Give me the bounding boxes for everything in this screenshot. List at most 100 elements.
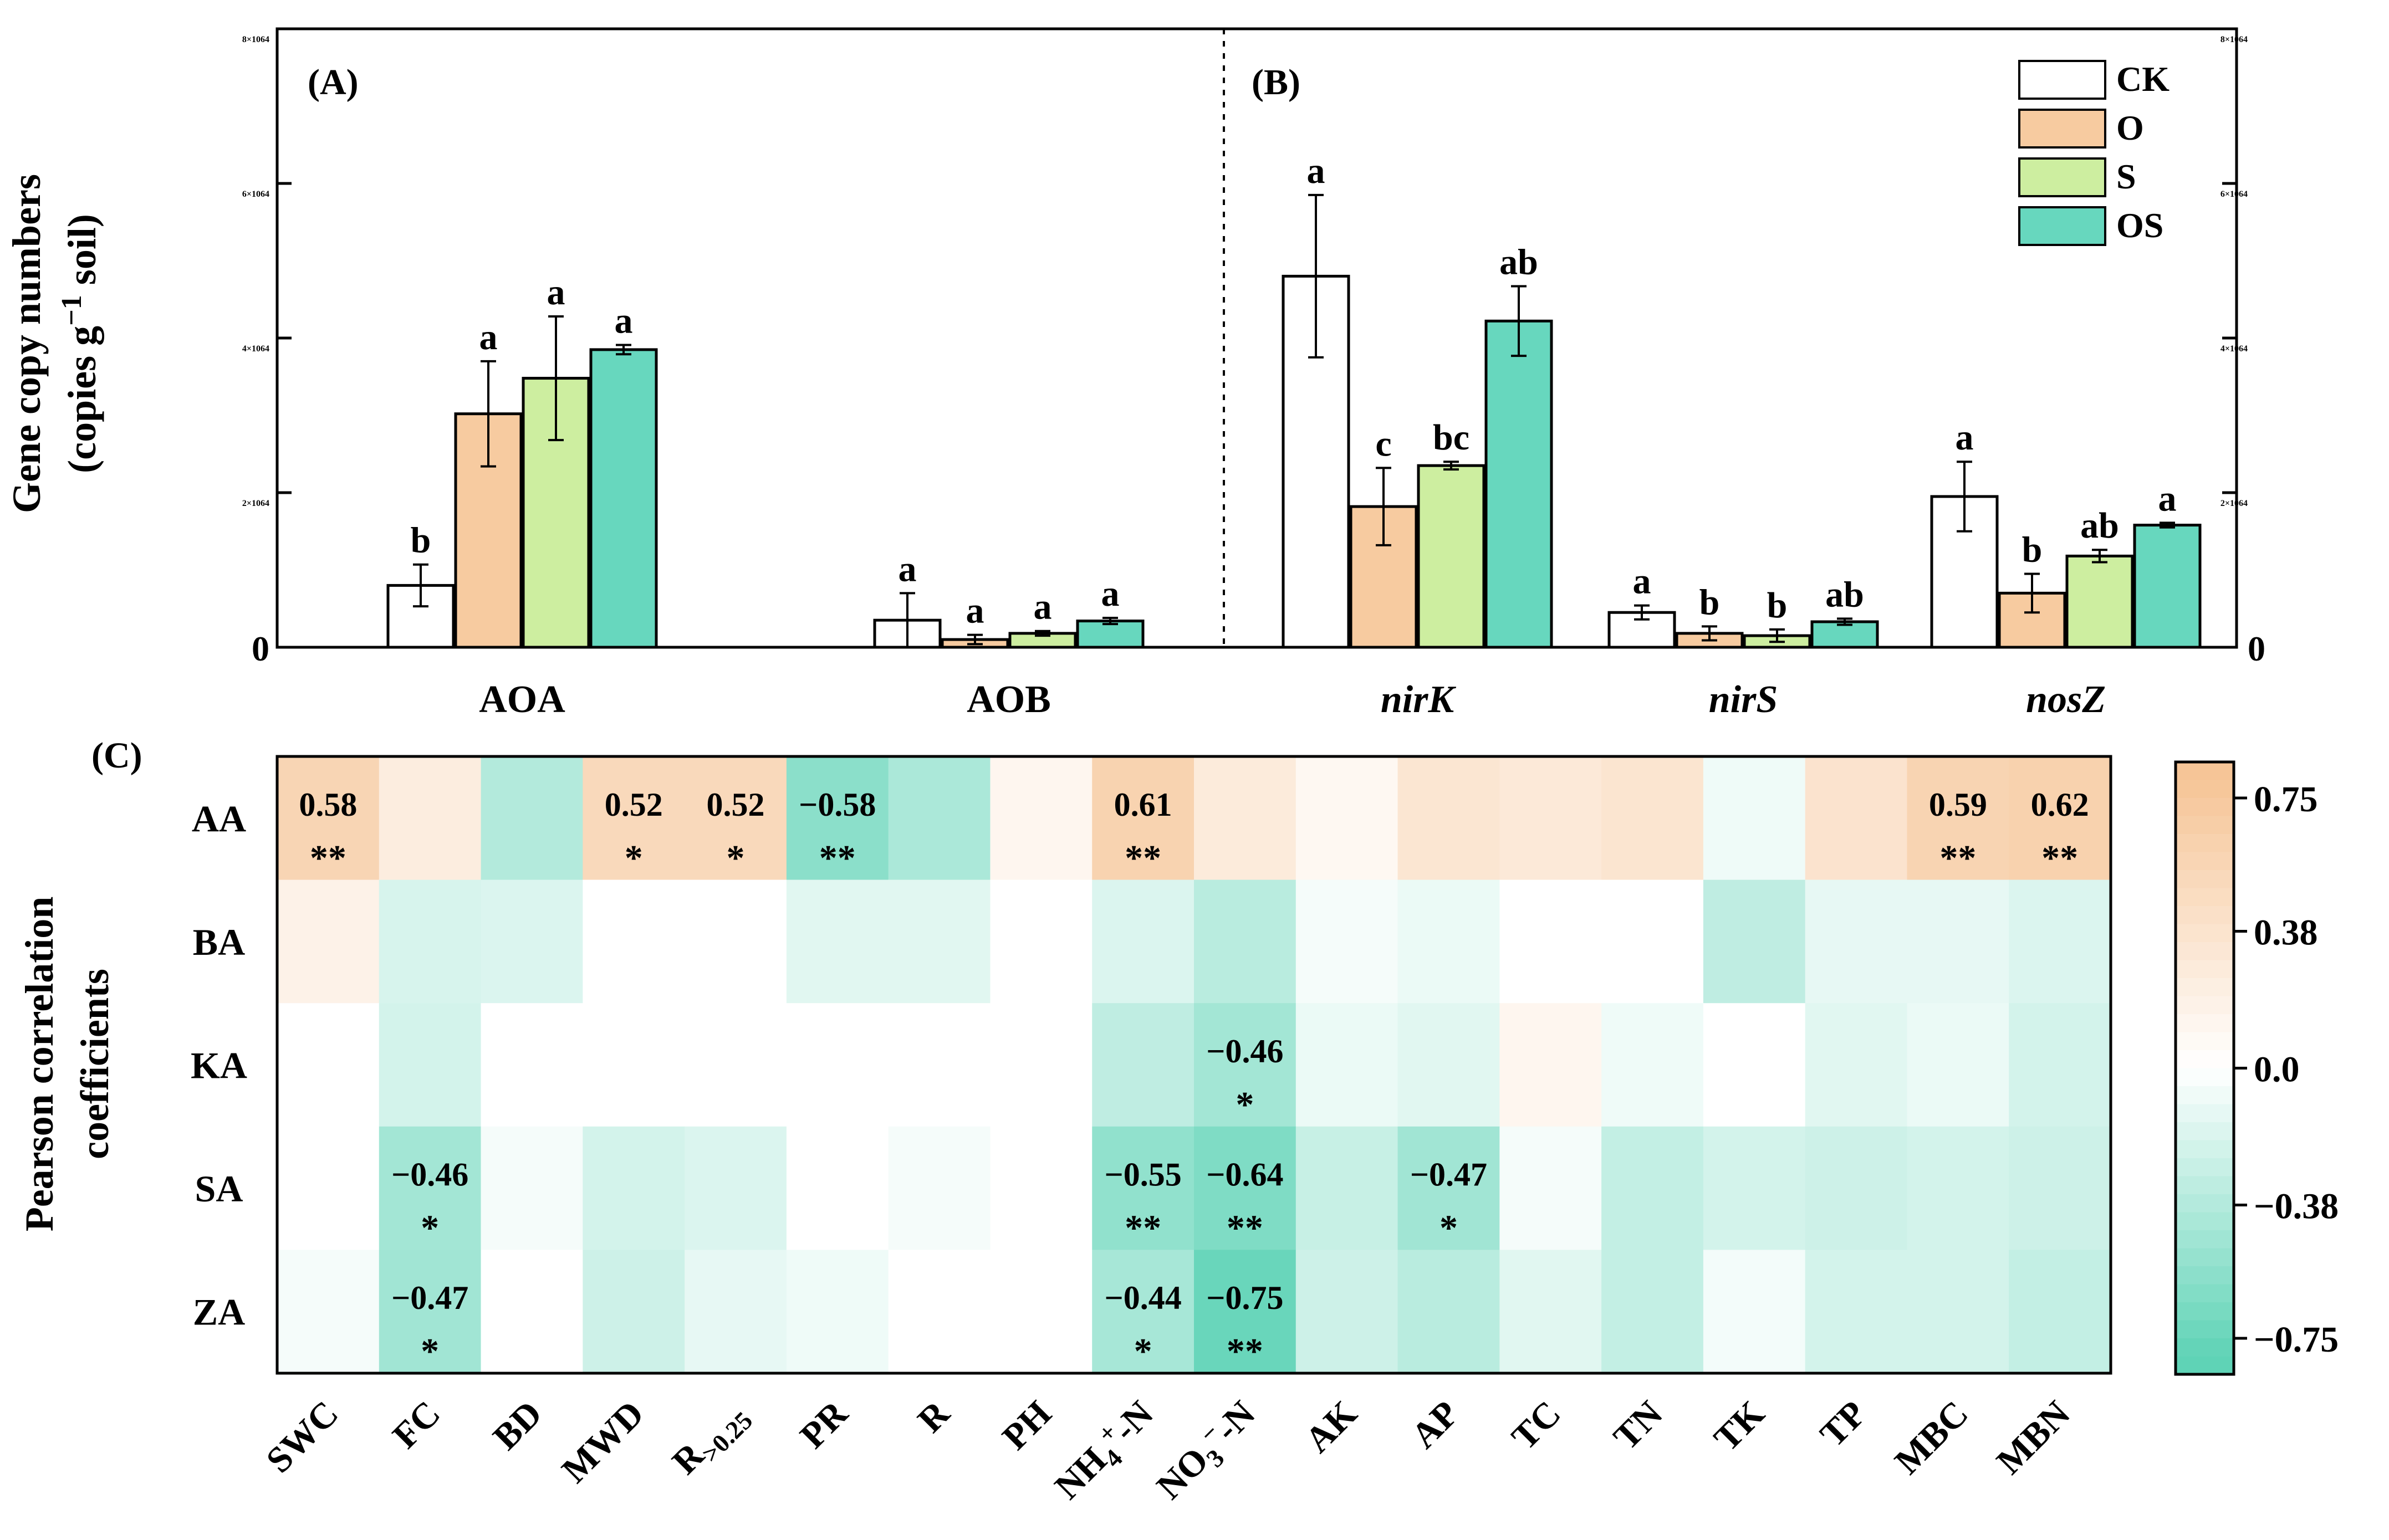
colorbar-step [2176,960,2234,979]
chart_data.0.yticks.1.label-base: 2×10 [242,499,261,508]
significance-stars: ** [1939,838,1976,878]
significance-letter: a [1633,561,1651,602]
heatmap-column-label: MBC [1887,1393,1976,1482]
heatmap-cell-BA-1 [379,879,482,1004]
significance-letter: a [1956,417,1974,458]
significance-letter: b [411,520,431,561]
heatmap-panel: 0.58**0.52*0.52*−0.58**0.61**0.59**0.62*… [17,735,2339,1511]
heatmap-cell-BA-14 [1703,879,1806,1004]
heatmap-column-label: NO3−-N [1146,1390,1267,1511]
heatmap-cell-KA-7 [990,1003,1093,1127]
heatmap-column-label: MWD [554,1393,652,1491]
heatmap-cell-ZA-4 [685,1250,787,1374]
heatmap-row-label: ZA [193,1291,245,1333]
heatmap-cell-BA-3 [583,879,685,1004]
colorbar-step [2176,762,2234,781]
heatmap-row-label: SA [195,1168,243,1210]
legend-swatch-S [2018,157,2106,197]
chart_data.0.yticks.4.label: 8×1064 [242,35,269,44]
heatmap-column-label: BD [486,1393,550,1457]
chart_data.1.yticks.2.label: 4×1064 [2220,344,2248,354]
heatmap-cell-KA-8 [1092,1003,1194,1127]
heatmap-cell-KA-10 [1295,1003,1398,1127]
heatmap-cell-BA-15 [1805,879,1907,1004]
colorbar-step [2176,870,2234,889]
colorbar-step [2176,1050,2234,1069]
heatmap-cell-KA-9 [1194,1003,1296,1127]
chart_data.1.yticks.3.label-base: 6×10 [2220,190,2239,199]
correlation-value: −0.47 [391,1280,468,1316]
heatmap-cell-ZA-9 [1194,1250,1296,1374]
heatmap-cell-SA-13 [1601,1126,1704,1250]
colorbar-step [2176,888,2234,907]
correlation-value: 0.52 [605,786,663,823]
chart_data.0.yticks.4.label-base: 8×10 [242,35,261,44]
colorbar-tick-label: 0.0 [2254,1050,2300,1090]
chart_data.1.yticks.4.label-base: 8×10 [2220,35,2239,44]
heatmap-cell-BA-9 [1194,879,1296,1004]
heatmap-cell-KA-3 [583,1003,685,1127]
heatmap-cell-BA-5 [786,879,889,1004]
heatmap-cell-SA-5 [786,1126,889,1250]
colorbar-step [2176,996,2234,1015]
colorbar-step [2176,834,2234,853]
heatmap-cell-AA-0 [277,756,380,881]
colorbar-tick-label: 0.75 [2254,779,2318,820]
significance-letter: a [479,317,498,357]
x-category-label: nirK [1381,678,1457,721]
heatmap-cell-AA-12 [1499,756,1602,881]
colorbar-step [2176,1014,2234,1033]
heatmap-cell-AA-7 [990,756,1093,881]
chart_data.0.yticks.1.label: 2×1064 [242,499,269,508]
significance-letter: a [966,591,984,631]
colorbar-step [2176,816,2234,835]
x-category-label: nirS [1709,678,1778,721]
heatmap-cell-AA-16 [1907,756,2009,881]
significance-letter: a [1034,587,1052,627]
heatmap-cell-BA-0 [277,879,380,1004]
significance-letter: b [2022,529,2043,570]
heatmap-cell-SA-4 [685,1126,787,1250]
heatmap-cell-KA-6 [888,1003,991,1127]
correlation-value: 0.61 [1114,786,1172,823]
heatmap-cell-AA-14 [1703,756,1806,881]
left-y-tick-label: 0 [252,629,269,668]
heatmap-cell-ZA-6 [888,1250,991,1374]
heatmap-cell-KA-4 [685,1003,787,1127]
bar-S-nirK [1417,464,1486,649]
heatmap-cell-AA-6 [888,756,991,881]
heatmap-column-label: SWC [259,1393,346,1481]
correlation-value: 0.52 [707,786,765,823]
heatmap-column-label: TP [1813,1393,1874,1455]
panel-label-C: (C) [91,735,142,776]
heatmap-cell-SA-17 [2009,1126,2111,1250]
heatmap-row-label: AA [192,797,246,840]
heatmap-column-label: R [910,1393,958,1440]
significance-stars: ** [1125,838,1161,878]
heatmap-cell-KA-13 [1601,1003,1704,1127]
bar-panels: 02×10644×10646×10648×106402×10644×10646×… [4,27,2265,721]
heatmap-cell-AA-4 [685,756,787,881]
significance-letter: a [1101,574,1120,614]
heatmap-cell-ZA-10 [1295,1250,1398,1374]
correlation-value: −0.44 [1105,1280,1182,1316]
colorbar-tick-label: −0.38 [2254,1186,2339,1227]
heatmap-cell-AA-5 [786,756,889,881]
colorbar-step [2176,852,2234,871]
heatmap-cell-SA-11 [1397,1126,1500,1250]
colorbar-step [2176,1176,2234,1195]
significance-letter: ab [1825,574,1864,615]
chart_data.1.yticks.1.label-exponent: 64 [2239,499,2248,508]
bar-OS-nirS [1810,620,1879,649]
heatmap-cell-SA-2 [481,1126,583,1250]
significance-stars: * [727,838,745,878]
chart_data.0.yticks.3.label-exponent: 64 [261,190,269,199]
significance-letter: a [1307,151,1325,191]
significance-stars: * [1439,1208,1458,1249]
heatmap-cell-KA-5 [786,1003,889,1127]
significance-letter: ab [1499,242,1538,283]
heatmap-cell-KA-15 [1805,1003,1907,1127]
heatmap-cell-ZA-15 [1805,1250,1907,1374]
bar-y-axis-title-line1: Gene copy numbers [4,174,49,513]
colorbar-step [2176,1230,2234,1249]
